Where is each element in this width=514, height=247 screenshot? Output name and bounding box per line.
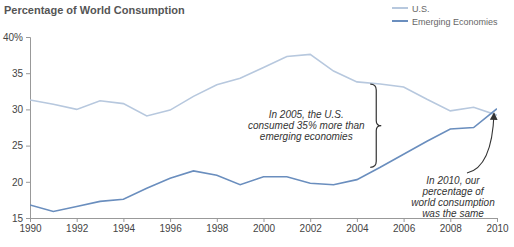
x-tick: 2004: [346, 218, 369, 234]
series-line: [30, 109, 497, 212]
x-tick-label: 1998: [206, 223, 229, 234]
annotation-text: emerging economies: [260, 131, 353, 142]
chart: Percentage of World Consumption 15 20 25 30 3…: [0, 0, 514, 247]
legend: U.S. Emerging Economies: [392, 4, 498, 27]
x-tick-mark: [404, 218, 405, 222]
y-tick-mark: [26, 73, 30, 74]
x-tick-label: 2010: [486, 223, 509, 234]
x-tick-label: 2006: [393, 223, 416, 234]
y-tick: 25: [12, 140, 30, 151]
legend-swatch: [392, 7, 408, 9]
x-tick: 2002: [300, 218, 323, 234]
annotation-text: consumed 35% more than: [248, 120, 365, 131]
annotation-text: world consumption: [411, 197, 495, 208]
y-tick-label: 30: [12, 104, 24, 115]
annotations: In 2005, the U.S.consumed 35% more thane…: [248, 84, 495, 219]
y-axis: 15 20 25 30 35 40%: [3, 32, 31, 224]
series-line: [30, 54, 497, 116]
x-tick-label: 1996: [159, 223, 182, 234]
y-tick-label: 40%: [3, 32, 23, 43]
x-tick: 1990: [19, 218, 42, 234]
x-tick-mark: [264, 218, 265, 222]
x-tick-label: 1990: [19, 223, 42, 234]
x-tick-mark: [217, 218, 218, 222]
x-tick-label: 1992: [66, 223, 89, 234]
y-tick-mark: [26, 109, 30, 110]
x-tick-label: 1994: [113, 223, 136, 234]
y-tick: 20: [12, 177, 30, 188]
x-tick-label: 2004: [346, 223, 369, 234]
x-tick-label: 2008: [440, 223, 463, 234]
annotation-text: was the same: [422, 208, 484, 219]
y-tick-mark: [26, 37, 30, 38]
x-tick: 1998: [206, 218, 229, 234]
y-tick: 15: [12, 213, 30, 224]
x-tick-label: 2000: [253, 223, 276, 234]
x-tick: 2010: [486, 218, 509, 234]
x-tick-mark: [310, 218, 311, 222]
legend-label: Emerging Economies: [412, 17, 498, 27]
x-axis-line: [31, 219, 498, 223]
y-axis-line: [26, 38, 31, 219]
annotation-bracket: [370, 84, 381, 167]
legend-label: U.S.: [412, 4, 430, 14]
annotation-text: percentage of: [421, 186, 484, 197]
x-tick: 2000: [253, 218, 276, 234]
y-tick-label: 25: [12, 140, 24, 151]
x-tick: 1994: [113, 218, 136, 234]
y-tick: 30: [12, 104, 30, 115]
y-tick-label: 35: [12, 68, 24, 79]
x-tick: 2008: [440, 218, 463, 234]
annotation-text: In 2010, our: [426, 175, 480, 186]
y-tick-label: 15: [12, 213, 24, 224]
annotation-text: In 2005, the U.S.: [269, 109, 344, 120]
y-tick-label: 20: [12, 177, 24, 188]
x-tick: 1992: [66, 218, 89, 234]
y-tick-mark: [26, 218, 30, 219]
y-tick: 40%: [3, 32, 30, 43]
x-axis: 1990 1992 1994 1996 1998 2000 2002 2004 2006 2008…: [19, 218, 509, 234]
annotation-arrow: [467, 114, 494, 173]
x-tick: 1996: [159, 218, 182, 234]
x-tick-mark: [77, 218, 78, 222]
x-tick: 2006: [393, 218, 416, 234]
y-tick: 35: [12, 68, 30, 79]
x-tick-mark: [497, 218, 498, 222]
x-tick-label: 2002: [300, 223, 323, 234]
y-tick-mark: [26, 182, 30, 183]
x-tick-mark: [123, 218, 124, 222]
y-tick-mark: [26, 146, 30, 147]
x-tick-mark: [357, 218, 358, 222]
x-tick-mark: [170, 218, 171, 222]
x-tick-mark: [30, 218, 31, 222]
legend-swatch: [392, 20, 408, 22]
plot-area: [30, 54, 497, 211]
title: Percentage of World Consumption: [4, 4, 185, 16]
